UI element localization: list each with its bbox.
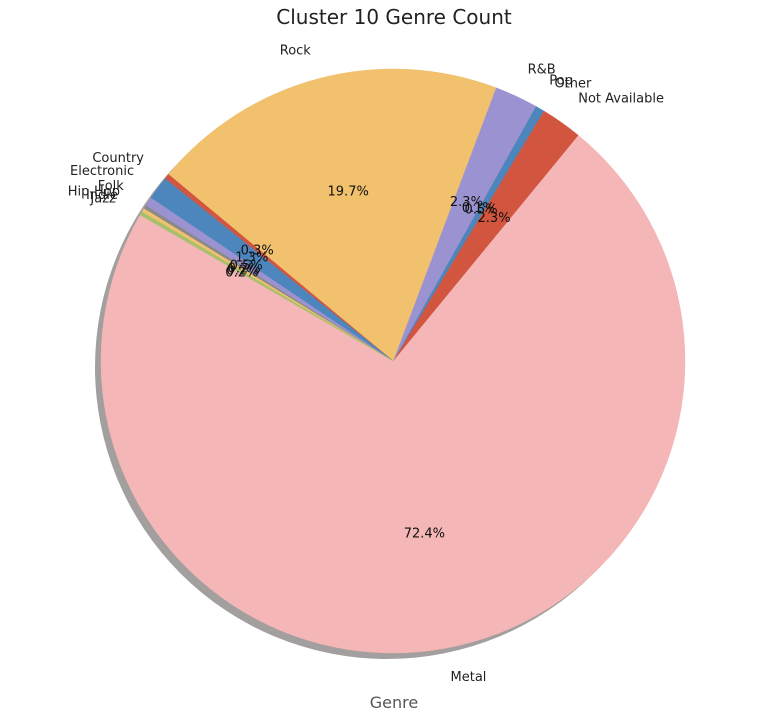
category-label-metal: Metal (451, 670, 487, 685)
percent-label-folk: 0.5% (230, 258, 263, 273)
percent-label-not-available: 2.3% (478, 211, 511, 226)
category-label-hip-hop: Hip-Hop (68, 185, 120, 200)
percent-label-pop: 0.1% (462, 201, 495, 216)
category-label-indie: Indie (86, 188, 118, 203)
pie-slice-rock (168, 68, 497, 362)
category-label-jazz: Jazz (89, 192, 116, 207)
percent-label-rock: 19.7% (328, 185, 369, 200)
category-label-pop: Pop (549, 73, 573, 88)
pie-slice-jazz (139, 211, 394, 362)
category-label-not-available: Not Available (578, 92, 664, 107)
chart-title: Cluster 10 Genre Count (276, 5, 512, 29)
pie-slice-metal (100, 134, 686, 654)
x-axis-label: Genre (370, 693, 418, 712)
percent-label-r-b: 2.3% (450, 195, 483, 210)
percent-label-other: 0.5% (465, 203, 498, 218)
percent-label-metal: 72.4% (404, 526, 445, 541)
category-label-other: Other (554, 76, 592, 91)
percent-label-electronic: 1.3% (235, 250, 268, 265)
percent-label-country: 0.3% (241, 243, 274, 258)
pie-slices (100, 68, 686, 654)
category-label-electronic: Electronic (70, 164, 134, 179)
category-label-r-b: R&B (528, 62, 556, 77)
percentage-labels: 72.4%2.3%0.5%0.1%2.3%19.7%0.3%1.3%0.5%0.… (225, 185, 510, 542)
category-label-rock: Rock (280, 43, 312, 58)
percent-label-indie: 0.2% (226, 264, 259, 279)
percent-label-jazz: 0.2% (225, 265, 258, 280)
category-label-folk: Folk (98, 179, 125, 194)
category-label-country: Country (92, 151, 144, 166)
percent-label-hip-hop: 0.2% (228, 262, 261, 277)
